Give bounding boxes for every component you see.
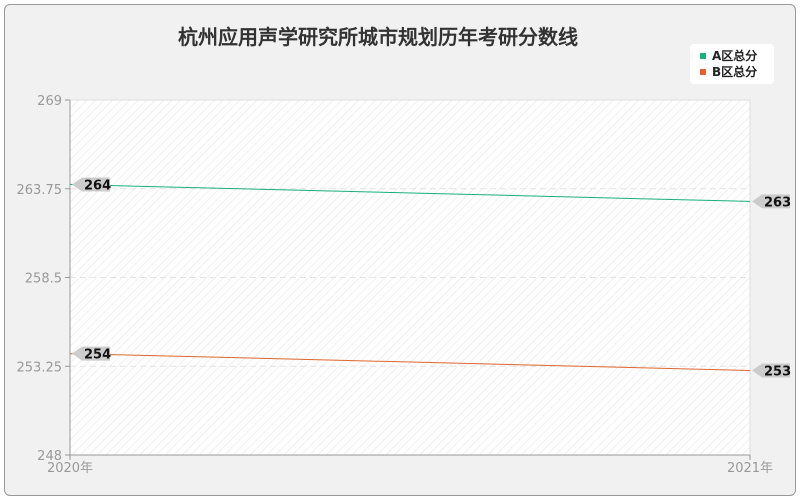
x-tick-label: 2020年 (47, 461, 93, 476)
y-tick-label: 253.25 (17, 360, 63, 375)
series-line-1 (69, 353, 751, 371)
data-label-bg (72, 177, 110, 192)
data-label: 254 (84, 348, 111, 363)
y-tick-label: 263.75 (17, 183, 63, 198)
y-tick-label: 269 (37, 94, 62, 109)
data-label-bg (752, 194, 790, 209)
data-label: 264 (84, 179, 111, 194)
data-label: 253 (764, 364, 791, 379)
legend: A区总分 B区总分 (690, 44, 774, 84)
legend-label-a: A区总分 (712, 48, 757, 63)
y-tick-label: 248 (37, 449, 62, 464)
data-label: 263 (764, 195, 791, 210)
legend-swatch-a (700, 53, 706, 59)
y-tick-label: 258.5 (25, 272, 62, 287)
legend-label-b: B区总分 (712, 64, 757, 79)
data-label-bg (752, 363, 790, 378)
data-label-bg (72, 346, 110, 361)
series-line-0 (69, 184, 751, 202)
chart-title: 杭州应用声学研究所城市规划历年考研分数线 (178, 25, 578, 49)
x-tick-label: 2021年 (727, 461, 773, 476)
legend-swatch-b (700, 69, 706, 75)
